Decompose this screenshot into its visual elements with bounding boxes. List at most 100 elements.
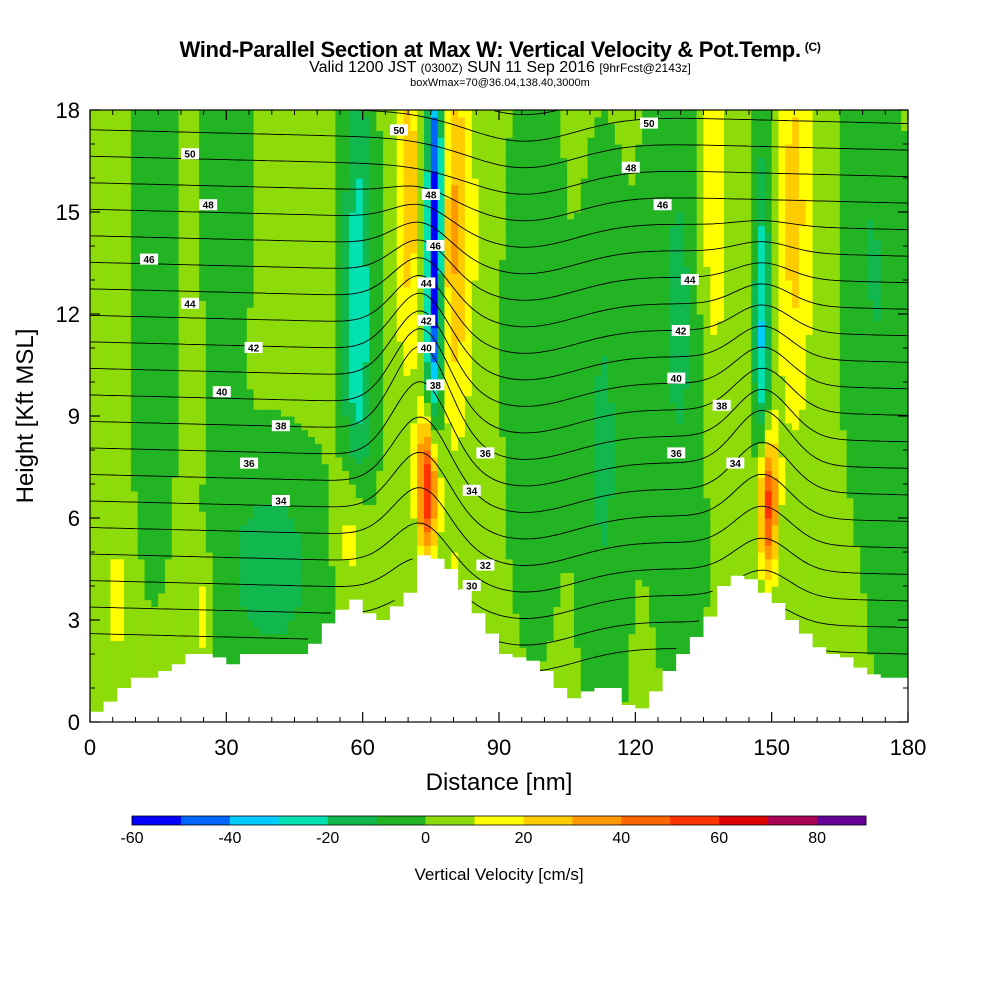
colorbar-swatch xyxy=(621,816,671,825)
theta-contour xyxy=(90,292,908,381)
chart-subtitle: Valid 1200 JST (0300Z) SUN 11 Sep 2016 [… xyxy=(309,59,691,76)
colorbar-tick-label: 80 xyxy=(808,830,826,847)
colorbar-tick-label: -60 xyxy=(120,830,143,847)
contour-label: 44 xyxy=(184,299,196,310)
contour-label-box xyxy=(462,484,481,496)
y-tick-label: 3 xyxy=(68,608,80,633)
contour-label: 30 xyxy=(466,582,478,593)
theta-contour xyxy=(90,182,908,222)
contour-label-box xyxy=(653,199,672,211)
contour-label-box xyxy=(240,457,259,469)
theta-contour xyxy=(90,599,908,646)
x-tick-label: 90 xyxy=(487,735,511,760)
contour-label-box xyxy=(712,399,731,411)
contour-label: 36 xyxy=(671,449,683,460)
copyright-mark: (C) xyxy=(804,40,821,54)
x-tick-label: 120 xyxy=(617,735,654,760)
contour-label: 32 xyxy=(480,561,492,572)
theta-contour xyxy=(90,203,908,248)
theta-contour xyxy=(90,239,908,301)
y-axis-label: Height [Kft MSL] xyxy=(12,329,39,504)
colorbar-swatch xyxy=(670,816,720,825)
contour-label: 50 xyxy=(643,119,655,130)
contour-label: 46 xyxy=(144,255,156,266)
theta-contour xyxy=(90,275,908,354)
contour-label-box xyxy=(476,447,495,459)
chart-box-info: boxWmax=70@36.04,138.40,3000m xyxy=(410,77,590,89)
theta-contour xyxy=(90,452,908,540)
colorbar-swatch xyxy=(523,816,573,825)
contour-label: 34 xyxy=(466,486,478,497)
contour-label-box xyxy=(180,148,199,160)
contour-label-box xyxy=(140,253,159,265)
theta-contour xyxy=(90,345,908,460)
x-axis-label: Distance [nm] xyxy=(426,769,573,796)
y-tick-label: 9 xyxy=(68,404,80,429)
contour-label-box xyxy=(667,447,686,459)
contour-label-box xyxy=(726,457,745,469)
colorbar-swatch xyxy=(425,816,475,825)
theta-contour xyxy=(90,221,908,275)
colorbar-swatch xyxy=(376,816,426,825)
colorbar-frame xyxy=(131,815,867,826)
colorbar-swatch xyxy=(278,816,329,825)
contour-label-box xyxy=(421,189,440,200)
colorbar-swatch xyxy=(327,816,377,825)
contour-label: 36 xyxy=(480,449,492,460)
theta-contour xyxy=(90,381,908,487)
colorbar-swatch xyxy=(180,816,231,825)
contour-label-box xyxy=(417,277,436,289)
theta-contour xyxy=(90,633,908,671)
theta-contour xyxy=(90,487,908,566)
x-tick-label: 60 xyxy=(350,735,374,760)
contour-label-box xyxy=(462,580,481,591)
colorbar-tick-label: -40 xyxy=(218,830,241,847)
theta-contour xyxy=(90,328,908,434)
contour-label: 48 xyxy=(425,191,437,202)
contour-label-box xyxy=(621,161,640,173)
contour-label: 42 xyxy=(248,344,260,355)
contour-label-box xyxy=(667,372,686,384)
contour-label-box xyxy=(390,124,409,136)
theta-contour xyxy=(90,558,908,619)
terrain-surface xyxy=(90,555,908,722)
colorbar-tick-label: 60 xyxy=(710,830,728,847)
theta-contour xyxy=(90,257,908,328)
colorbar-swatch xyxy=(768,816,818,825)
contour-label-box xyxy=(212,386,231,398)
theta-contour xyxy=(90,155,908,195)
theta-contour xyxy=(90,416,908,513)
y-tick-label: 18 xyxy=(56,98,80,123)
contour-label: 46 xyxy=(430,242,442,253)
x-tick-label: 0 xyxy=(84,735,96,760)
contour-label-box xyxy=(680,274,699,285)
y-tick-label: 12 xyxy=(56,302,80,327)
y-tick-label: 6 xyxy=(68,506,80,531)
potential-temperature-contours xyxy=(90,110,908,671)
colorbar-swatch xyxy=(719,816,769,825)
contour-label-box xyxy=(417,342,436,353)
contour-label-box xyxy=(426,379,445,391)
contour-label: 40 xyxy=(671,374,683,385)
contour-label: 40 xyxy=(421,344,433,355)
x-tick-label: 180 xyxy=(890,735,927,760)
theta-contour xyxy=(90,310,908,407)
y-tick-label: 15 xyxy=(56,200,80,225)
contour-label-box xyxy=(426,240,445,251)
x-tick-label: 150 xyxy=(753,735,790,760)
contour-label-box xyxy=(639,117,658,129)
colorbar-swatch xyxy=(132,816,182,825)
contour-label-box xyxy=(271,420,290,432)
theta-contour xyxy=(353,110,908,142)
contour-label: 48 xyxy=(625,163,637,174)
theta-contour xyxy=(494,110,559,116)
contour-label: 44 xyxy=(421,279,433,290)
contour-label-box xyxy=(671,325,690,336)
contour-label: 48 xyxy=(203,201,215,212)
contour-label: 38 xyxy=(275,422,287,433)
contour-label: 38 xyxy=(430,381,442,392)
chart-title: Wind-Parallel Section at Max W: Vertical… xyxy=(179,37,821,62)
contour-label: 44 xyxy=(684,276,696,287)
